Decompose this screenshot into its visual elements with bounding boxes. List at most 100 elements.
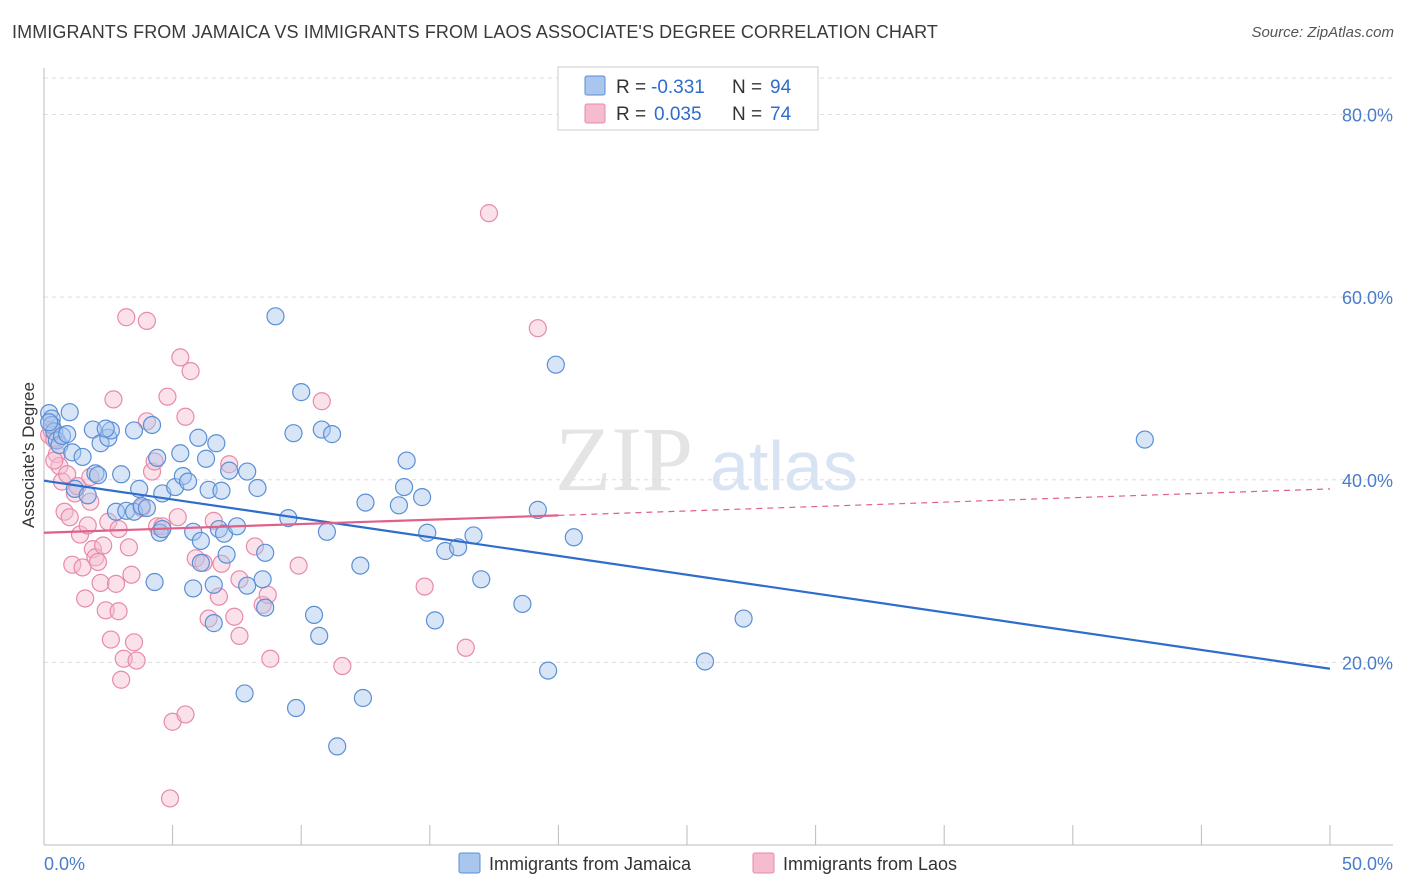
point-laos-42 [158,387,177,406]
point-laos-24 [101,630,120,649]
point-laos-44 [160,789,180,808]
point-jamaica-76 [397,451,416,470]
legend-r-label-laos: R = [616,104,646,125]
point-laos-68 [456,638,475,657]
point-jamaica-59 [256,598,275,617]
legend-r-label-jamaica: R = [616,77,646,98]
point-laos-33 [124,633,144,652]
trend-lines [43,479,1331,670]
point-jamaica-84 [513,594,532,614]
point-laos-45 [168,508,187,527]
point-laos-21 [94,536,113,555]
point-jamaica-69 [322,425,342,444]
bottom-legend-swatch-laos [752,852,775,874]
axes [43,68,1393,846]
point-jamaica-57 [253,570,272,589]
point-laos-63 [261,649,280,668]
point-jamaica-82 [464,526,483,545]
point-laos-46 [171,348,190,367]
point-laos-47 [176,407,195,426]
point-laos-57 [225,607,244,626]
point-jamaica-54 [238,576,257,595]
point-laos-48 [176,705,195,724]
point-jamaica-17 [86,464,105,483]
point-jamaica-85 [528,500,547,519]
point-laos-70 [528,319,547,338]
point-jamaica-62 [284,424,303,443]
point-laos-59 [230,626,249,646]
y-tick-label-1: 40.0% [1342,471,1393,491]
point-laos-56 [220,455,239,474]
point-jamaica-13 [83,420,102,439]
point-jamaica-63 [286,698,306,718]
tick-labels: 20.0% 40.0% 60.0% 80.0% 0.0% 50.0% [44,106,1393,874]
point-jamaica-56 [248,478,267,498]
point-jamaica-55 [235,684,254,703]
watermark-atlas: atlas [710,427,858,505]
point-laos-54 [209,587,228,606]
point-laos-15 [78,516,97,535]
legend-n-label-laos: N = [732,104,762,125]
point-laos-20 [91,573,110,593]
point-jamaica-70 [328,737,347,756]
point-jamaica-81 [448,538,468,557]
point-jamaica-53 [238,462,257,481]
point-laos-66 [333,656,352,676]
watermark-zip: ZIP [555,408,693,510]
point-laos-27 [109,602,128,621]
series-laos-points [40,204,547,808]
point-jamaica-60 [266,307,285,326]
point-jamaica-27 [142,415,162,435]
point-laos-14 [76,589,95,608]
point-laos-37 [137,311,156,330]
point-jamaica-9 [63,443,82,462]
point-jamaica-7 [60,403,79,422]
point-laos-32 [122,565,141,584]
x-tick-label-1: 50.0% [1342,854,1393,874]
point-jamaica-42 [196,449,216,468]
point-jamaica-10 [73,447,92,467]
legend-r-value-jamaica: -0.331 [651,77,705,98]
point-jamaica-40 [191,553,210,572]
point-jamaica-92 [40,413,59,432]
point-jamaica-75 [394,477,414,497]
point-laos-25 [104,390,123,409]
y-axis-label: Associate's Degree [19,382,38,528]
point-laos-60 [245,537,265,556]
legend-swatch-laos [584,103,606,124]
point-jamaica-8 [58,425,77,444]
bottom-legend-label-laos: Immigrants from Laos [783,854,957,874]
legend-n-value-laos: 74 [770,104,792,125]
point-jamaica-83 [472,570,491,589]
point-jamaica-74 [389,496,409,515]
point-jamaica-65 [304,605,324,625]
legend-swatch-jamaica [584,75,606,96]
x-tick-label-0: 0.0% [44,854,85,874]
bottom-legend-swatch-jamaica [458,852,481,874]
point-jamaica-48 [212,481,231,500]
point-jamaica-45 [204,614,223,633]
point-jamaica-44 [204,575,223,594]
point-laos-34 [127,651,146,670]
point-jamaica-19 [112,465,131,484]
chart-title: IMMIGRANTS FROM JAMAICA VS IMMIGRANTS FR… [12,22,938,42]
legend-r-value-laos: 0.035 [654,104,702,125]
point-jamaica-36 [178,472,198,491]
legend-n-label-jamaica: N = [732,77,762,98]
point-jamaica-43 [199,480,218,499]
point-laos-7 [58,465,77,484]
point-laos-61 [253,595,272,614]
bottom-legend-label-jamaica: Immigrants from Jamaica [489,854,692,874]
point-laos-28 [112,670,131,689]
point-jamaica-32 [145,572,164,592]
point-laos-9 [63,555,82,574]
point-jamaica-90 [734,609,753,628]
point-jamaica-89 [695,652,715,671]
point-laos-55 [212,554,231,573]
point-jamaica-68 [317,522,337,541]
point-jamaica-20 [124,421,144,440]
point-jamaica-51 [220,461,239,480]
point-laos-64 [289,556,308,575]
point-jamaica-87 [546,355,565,374]
legend-n-value-jamaica: 94 [770,77,792,98]
